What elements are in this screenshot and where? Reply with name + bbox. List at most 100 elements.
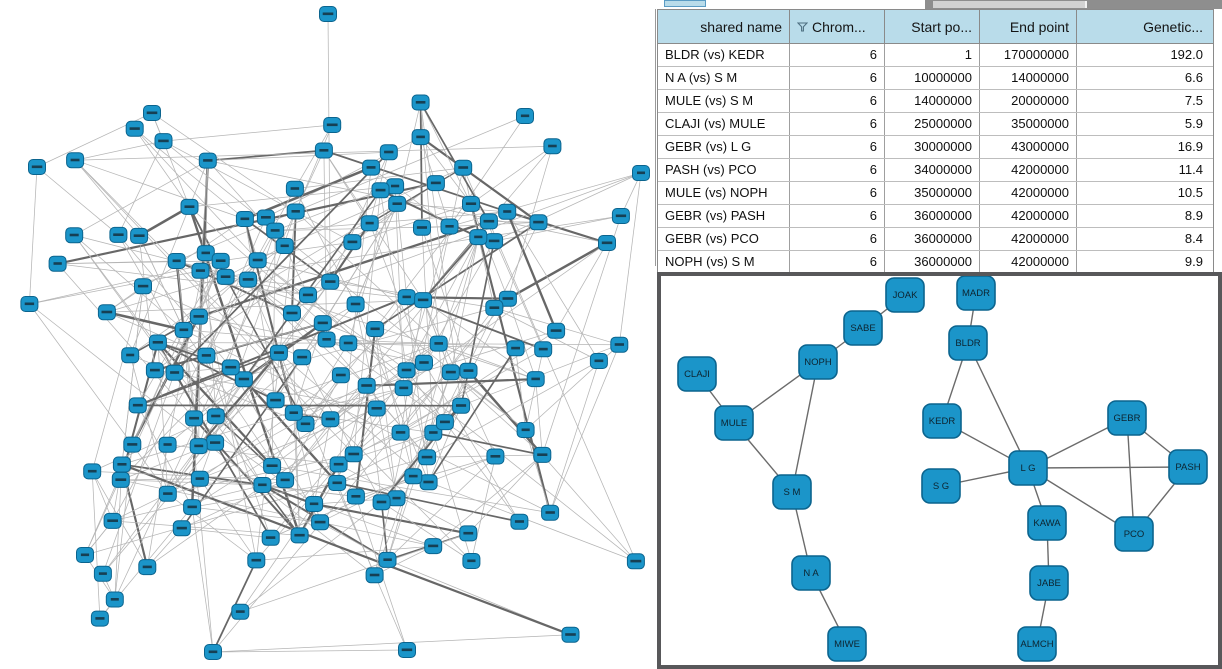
network-node-jabe[interactable]: JABE [1029, 565, 1069, 601]
table-row[interactable]: MULE (vs) NOPH 6 35000000 42000000 10.5 [658, 182, 1213, 205]
network-node[interactable] [526, 371, 545, 388]
network-node[interactable] [411, 94, 430, 111]
network-node-lg[interactable]: L G [1008, 450, 1048, 486]
table-row[interactable]: CLAJI (vs) MULE 6 25000000 35000000 5.9 [658, 113, 1213, 136]
network-node[interactable] [286, 203, 305, 220]
network-node[interactable] [65, 227, 84, 244]
network-node[interactable] [48, 255, 67, 272]
network-node[interactable] [172, 520, 191, 537]
network-node[interactable] [516, 422, 535, 438]
network-node[interactable] [418, 449, 437, 466]
network-node-noph[interactable]: NOPH [798, 344, 838, 380]
network-node[interactable] [533, 446, 552, 463]
network-node[interactable] [293, 349, 312, 366]
network-node[interactable] [165, 364, 184, 381]
network-node[interactable] [459, 525, 478, 542]
network-node[interactable] [397, 289, 416, 306]
network-node[interactable] [331, 367, 350, 384]
network-node[interactable] [378, 551, 397, 568]
network-node[interactable] [197, 347, 216, 364]
table-row[interactable]: GEBR (vs) L G 6 30000000 43000000 16.9 [658, 136, 1213, 159]
network-node[interactable] [111, 471, 130, 488]
network-node[interactable] [299, 287, 317, 304]
network-node[interactable] [435, 414, 454, 431]
table-row[interactable]: MULE (vs) S M 6 14000000 20000000 7.5 [658, 90, 1213, 113]
network-node[interactable] [247, 552, 266, 569]
network-node[interactable] [479, 213, 498, 230]
network-node[interactable] [541, 504, 560, 521]
network-node[interactable] [189, 438, 208, 455]
network-node[interactable] [388, 195, 407, 212]
network-node[interactable] [123, 436, 142, 453]
network-node[interactable] [510, 513, 529, 530]
network-node[interactable] [339, 335, 358, 352]
column-header-genetic[interactable]: Genetic... [1077, 10, 1210, 43]
network-node[interactable] [379, 144, 398, 161]
network-node[interactable] [266, 392, 285, 409]
network-node[interactable] [454, 159, 473, 176]
network-node[interactable] [365, 567, 384, 584]
network-node[interactable] [158, 436, 177, 453]
network-node[interactable] [366, 321, 385, 337]
network-node-mule[interactable]: MULE [714, 405, 754, 441]
network-node[interactable] [204, 644, 222, 660]
column-header-shared-name[interactable]: shared name [658, 10, 790, 43]
network-node-sabe[interactable]: SABE [843, 310, 883, 346]
column-header-start-po[interactable]: Start po... [885, 10, 980, 43]
network-node[interactable] [206, 408, 225, 425]
network-node[interactable] [189, 308, 208, 325]
network-node-na[interactable]: N A [791, 555, 831, 591]
network-node[interactable] [158, 485, 177, 502]
network-node[interactable] [128, 397, 147, 414]
network-node[interactable] [360, 215, 379, 232]
network-node[interactable] [154, 133, 173, 150]
network-node[interactable] [167, 253, 186, 269]
network-node[interactable] [397, 362, 416, 379]
network-node[interactable] [459, 362, 478, 379]
network-node[interactable] [317, 331, 336, 348]
overview-network-canvas[interactable] [0, 0, 657, 669]
network-node[interactable] [93, 565, 112, 582]
network-node[interactable] [328, 475, 347, 491]
network-node-bldr[interactable]: BLDR [948, 325, 988, 361]
network-node[interactable] [121, 347, 140, 364]
table-horizontal-scrollbar[interactable] [925, 0, 1222, 9]
network-node[interactable] [610, 336, 629, 353]
network-node[interactable] [314, 142, 333, 159]
table-row[interactable]: BLDR (vs) KEDR 6 1 170000000 192.0 [658, 44, 1213, 67]
network-node[interactable] [462, 195, 480, 212]
network-node[interactable] [429, 335, 448, 352]
network-node[interactable] [112, 456, 131, 473]
network-node[interactable] [419, 474, 438, 491]
network-node[interactable] [313, 315, 332, 332]
network-node-pash[interactable]: PASH [1168, 449, 1208, 485]
network-node[interactable] [269, 344, 288, 361]
network-node[interactable] [143, 105, 161, 121]
network-node[interactable] [426, 175, 445, 192]
network-node[interactable] [561, 626, 580, 643]
network-node[interactable] [534, 341, 553, 358]
network-node[interactable] [206, 434, 225, 451]
network-node[interactable] [346, 488, 365, 505]
network-node[interactable] [323, 117, 342, 133]
network-node[interactable] [103, 512, 122, 529]
network-node-gebr[interactable]: GEBR [1107, 400, 1147, 436]
network-node[interactable] [486, 448, 505, 465]
network-node[interactable] [180, 198, 199, 215]
network-node[interactable] [404, 468, 423, 485]
network-node[interactable] [440, 218, 459, 235]
network-node[interactable] [296, 416, 315, 432]
network-node[interactable] [441, 364, 460, 381]
network-node[interactable] [598, 235, 616, 251]
column-header-end-point[interactable]: End point [980, 10, 1077, 43]
network-node[interactable] [148, 334, 167, 351]
network-node[interactable] [235, 211, 254, 227]
network-node[interactable] [97, 304, 116, 321]
network-node[interactable] [266, 222, 285, 239]
network-node[interactable] [109, 226, 128, 243]
network-node[interactable] [138, 559, 157, 576]
network-node[interactable] [231, 603, 250, 620]
network-node[interactable] [424, 424, 443, 441]
network-node[interactable] [367, 400, 386, 417]
network-node-sm[interactable]: S M [772, 474, 812, 510]
